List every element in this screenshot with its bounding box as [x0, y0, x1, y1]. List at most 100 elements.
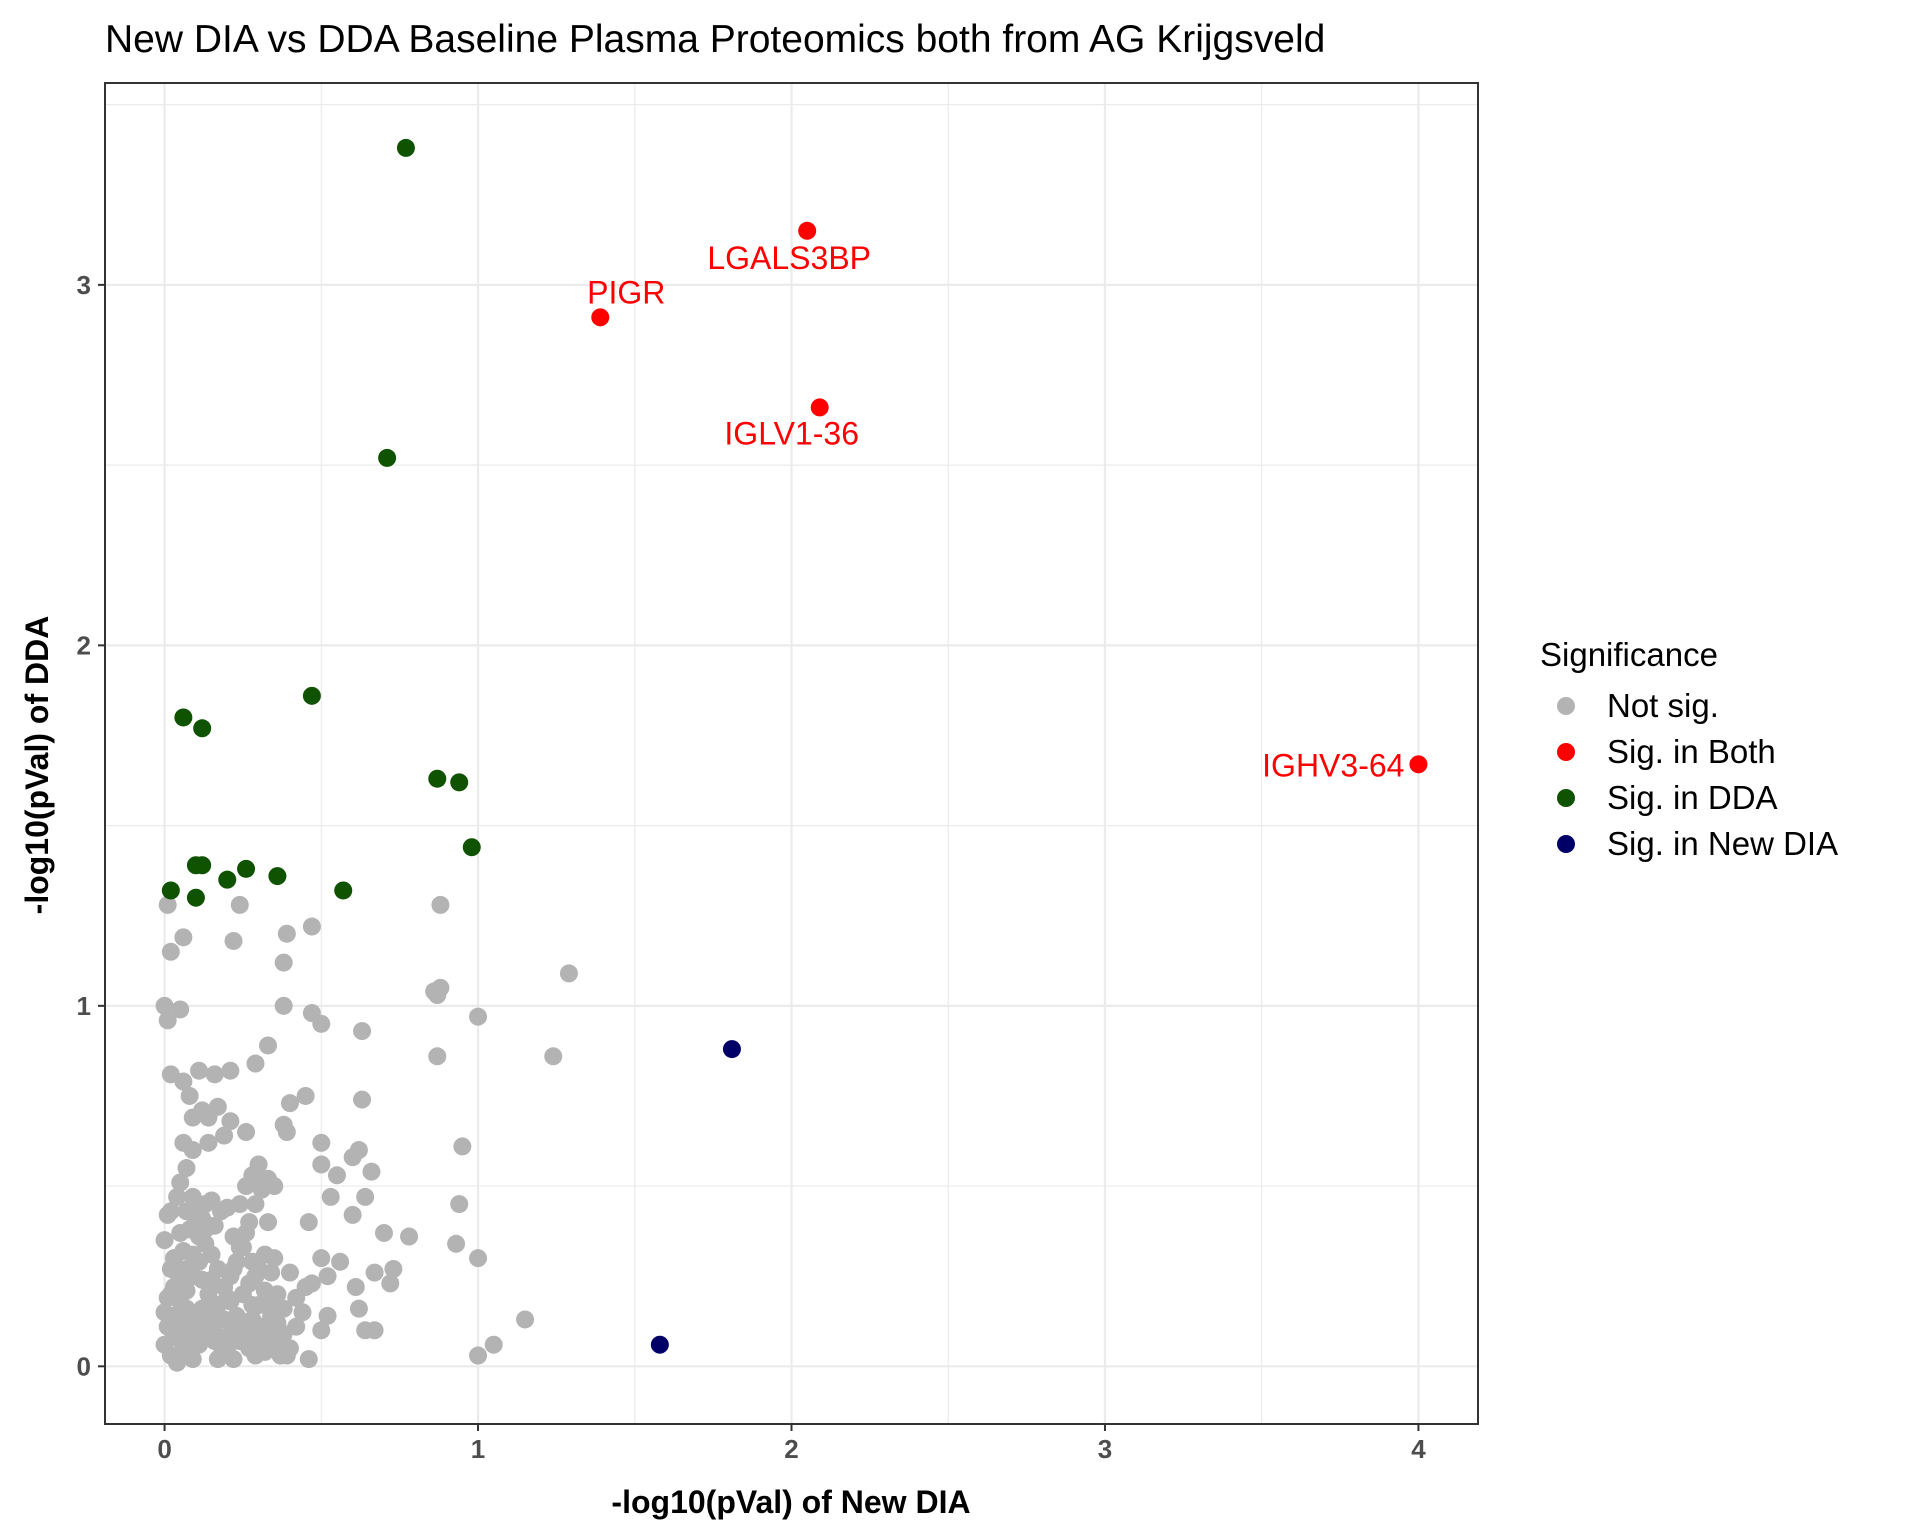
point-sig-in-dda [218, 870, 237, 889]
point-not-sig [271, 1346, 290, 1365]
point-sig-in-dda [237, 859, 256, 878]
point-not-sig [246, 1054, 265, 1073]
legend-key [1557, 789, 1575, 807]
legend-items: Not sig. Sig. in Both Sig. in DDA Sig. in N… [1557, 687, 1838, 862]
y-tick-label: 1 [77, 991, 91, 1021]
legend-title: Significance [1540, 636, 1718, 673]
point-sig-in-dda [378, 448, 397, 467]
point-not-sig [299, 1213, 318, 1232]
y-axis: 0 1 2 3 [77, 270, 105, 1381]
point-sig-in-new-dia [650, 1335, 669, 1354]
legend-label: Sig. in Both [1607, 733, 1776, 770]
point-not-sig [312, 1014, 331, 1033]
point-not-sig [249, 1155, 268, 1174]
point-not-sig [259, 1213, 278, 1232]
point-not-sig [230, 1195, 249, 1214]
point-not-sig [171, 1314, 190, 1333]
point-not-sig [277, 924, 296, 943]
point-not-sig [265, 1177, 284, 1196]
point-not-sig [240, 1213, 259, 1232]
point-not-sig [447, 1234, 466, 1253]
point-sig-in-both [810, 398, 829, 417]
legend-label: Sig. in DDA [1607, 779, 1778, 816]
point-not-sig [171, 1000, 190, 1019]
point-not-sig [469, 1249, 488, 1268]
point-sig-in-dda [174, 708, 193, 727]
point-not-sig [168, 1187, 187, 1206]
point-label-pigr: PIGR [587, 274, 665, 310]
y-axis-label: -log10(pVal) of DDA [19, 616, 55, 915]
point-not-sig [183, 1350, 202, 1369]
point-sig-in-dda [462, 838, 481, 857]
point-not-sig [215, 1126, 234, 1145]
x-tick-label: 1 [471, 1434, 485, 1464]
point-sig-in-dda [193, 856, 212, 875]
point-not-sig [544, 1047, 563, 1066]
x-tick-label: 2 [784, 1434, 798, 1464]
point-not-sig [246, 1195, 265, 1214]
point-not-sig [205, 1332, 224, 1351]
point-not-sig [183, 1108, 202, 1127]
point-not-sig [177, 1159, 196, 1178]
point-not-sig [161, 1285, 180, 1304]
point-not-sig [180, 1086, 199, 1105]
point-not-sig [174, 1241, 193, 1260]
point-not-sig [469, 1346, 488, 1365]
legend-key [1557, 743, 1575, 761]
point-sig-in-dda [161, 881, 180, 900]
point-not-sig [158, 1011, 177, 1030]
point-not-sig [174, 928, 193, 947]
point-sig-in-dda [428, 769, 447, 788]
point-sig-in-both [1409, 755, 1428, 774]
point-not-sig [158, 895, 177, 914]
y-tick-label: 0 [77, 1351, 91, 1381]
point-not-sig [365, 1263, 384, 1282]
point-not-sig [296, 1086, 315, 1105]
legend-key [1557, 835, 1575, 853]
point-not-sig [174, 1133, 193, 1152]
point-not-sig [312, 1249, 331, 1268]
point-sig-in-dda [334, 881, 353, 900]
point-not-sig [177, 1299, 196, 1318]
point-not-sig [484, 1335, 503, 1354]
point-not-sig [259, 1292, 278, 1311]
point-sig-in-dda [186, 888, 205, 907]
point-not-sig [302, 917, 321, 936]
point-sig-in-dda [268, 867, 287, 886]
point-not-sig [293, 1303, 312, 1322]
point-not-sig [215, 1310, 234, 1329]
point-not-sig [318, 1267, 337, 1286]
point-not-sig [280, 1263, 299, 1282]
point-not-sig [237, 1123, 256, 1142]
x-axis: 0 1 2 3 4 [157, 1424, 1426, 1464]
point-not-sig [353, 1090, 372, 1109]
point-not-sig [428, 986, 447, 1005]
point-not-sig [221, 1061, 240, 1080]
point-not-sig [453, 1137, 472, 1156]
point-not-sig [327, 1166, 346, 1185]
point-not-sig [255, 1245, 274, 1264]
data-points [155, 138, 1428, 1372]
point-not-sig [190, 1335, 209, 1354]
point-sig-in-both [591, 308, 610, 327]
point-not-sig [362, 1162, 381, 1181]
point-sig-in-new-dia [722, 1040, 741, 1059]
point-not-sig [384, 1259, 403, 1278]
point-not-sig [299, 1350, 318, 1369]
point-not-sig [155, 1303, 174, 1322]
point-not-sig [218, 1288, 237, 1307]
point-sig-in-dda [396, 138, 415, 157]
point-sig-in-dda [302, 686, 321, 705]
point-not-sig [559, 964, 578, 983]
point-not-sig [400, 1227, 419, 1246]
point-not-sig [158, 1205, 177, 1224]
point-not-sig [186, 1209, 205, 1228]
point-not-sig [353, 1022, 372, 1041]
point-sig-in-dda [193, 719, 212, 738]
point-not-sig [331, 1252, 350, 1271]
point-not-sig [274, 996, 293, 1015]
point-not-sig [365, 1321, 384, 1340]
point-not-sig [469, 1007, 488, 1026]
point-not-sig [343, 1205, 362, 1224]
point-label-iglv1-36: IGLV1-36 [724, 415, 859, 451]
